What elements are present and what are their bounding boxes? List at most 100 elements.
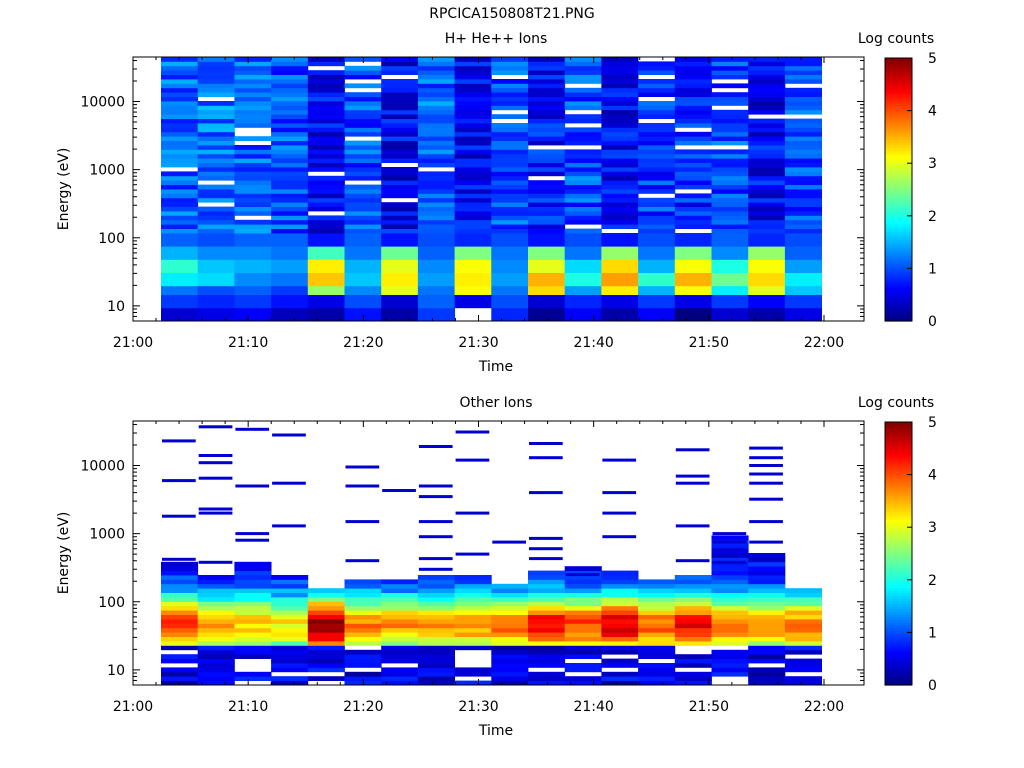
spectrogram-cell (711, 610, 749, 615)
spectrogram-cell (674, 123, 712, 128)
spectrogram-cell (601, 281, 639, 287)
spectrogram-cell (601, 96, 639, 102)
spectrogram-cell (454, 193, 492, 199)
spectrogram-cell (344, 171, 382, 177)
spectrogram-cell (197, 263, 235, 269)
spectrogram-cell (271, 92, 309, 97)
spectrogram-cell (271, 676, 309, 681)
spectrogram-cell (417, 237, 455, 243)
spectrogram-cell (528, 149, 566, 155)
spectrogram-cell (307, 136, 345, 141)
spectrogram-cell (711, 307, 749, 313)
spectrogram-cell (711, 588, 749, 593)
colorbar-swatch (885, 663, 912, 668)
spectrogram-cell (748, 57, 786, 62)
spectrogram-cell (638, 250, 676, 256)
spectrogram-cell (564, 570, 602, 576)
spectrogram-cell (638, 219, 676, 225)
spectrogram-cell (528, 601, 566, 607)
spectrogram-cell (638, 197, 676, 203)
spectrogram-cell (381, 180, 419, 185)
spectrogram-cell (234, 575, 272, 580)
spectrogram-cell (271, 83, 309, 89)
spectrogram-cell (711, 250, 749, 256)
colorbar-swatch (885, 653, 912, 657)
spectrogram-cell (491, 592, 529, 598)
spectrogram-cell (197, 680, 235, 686)
spectrogram-cell (344, 70, 382, 75)
spectrogram-cell (454, 96, 492, 102)
spectrogram-cell (638, 676, 676, 681)
spectrogram-cell (638, 101, 676, 106)
colorbar-swatch (885, 297, 912, 301)
spectrogram-cell (417, 202, 455, 207)
spectrogram-cell (528, 623, 566, 629)
spectrogram-cell (381, 614, 419, 620)
spectrogram-cell (491, 228, 529, 234)
spectrogram-cell (748, 553, 786, 558)
spectrogram-cell (784, 285, 822, 291)
spectrogram-cell (161, 193, 199, 199)
spectrogram-cell (417, 105, 455, 111)
spectrogram-cell (417, 65, 455, 71)
spectrogram-cell (711, 74, 749, 80)
spectrogram-cell (528, 74, 566, 80)
spectrogram-cell (784, 623, 822, 629)
colorbar-swatch (885, 131, 912, 135)
spectrogram-cell (528, 162, 566, 168)
spectrogram-cell (307, 79, 345, 84)
spectrogram-cell (454, 211, 492, 216)
spectrogram-cell (234, 224, 272, 229)
spectrogram-cell (197, 671, 235, 677)
spectrogram-cell (748, 299, 786, 304)
spectrogram-cell (528, 180, 566, 185)
spectrogram-cell (601, 87, 639, 93)
spectrogram-cell (784, 61, 822, 67)
spectrogram-cell (344, 202, 382, 207)
spectrogram-cell (601, 219, 639, 225)
spectrogram-cell (491, 676, 529, 681)
spectrogram-cell (198, 511, 233, 515)
spectrogram-cell (674, 277, 712, 282)
colorbar-swatch (885, 658, 912, 662)
spectrogram-cell (674, 87, 712, 93)
spectrogram-cell (748, 680, 786, 686)
colorbar-swatch (885, 257, 912, 262)
spectrogram-cell (197, 312, 235, 317)
spectrogram-cell (344, 299, 382, 304)
spectrogram-cell (748, 145, 786, 150)
spectrogram-cell (638, 61, 676, 67)
colorbar-swatch (885, 485, 912, 489)
spectrogram-cell (638, 189, 676, 194)
spectrogram-cell (711, 605, 749, 611)
spectrogram-cell (307, 241, 345, 247)
spectrogram-cell (454, 619, 492, 624)
spectrogram-cell (529, 442, 563, 445)
spectrogram-cell (381, 140, 419, 146)
colorbar-swatch (885, 527, 912, 531)
spectrogram-cell (198, 476, 233, 480)
spectrogram-cell (161, 189, 199, 194)
spectrogram-cell (234, 153, 272, 159)
spectrogram-cell (161, 175, 199, 181)
colorbar-swatch (885, 107, 912, 112)
spectrogram-cell (381, 583, 419, 589)
spectrogram-cell (161, 123, 199, 128)
spectrogram-cell (454, 579, 492, 585)
spectrogram-cell (197, 277, 235, 282)
colorbar-swatch (885, 487, 912, 491)
spectrogram-cell (271, 307, 309, 313)
spectrogram-cell (784, 268, 822, 273)
spectrogram-cell (601, 233, 639, 238)
spectrogram-cell (197, 145, 235, 150)
spectrogram-cell (564, 605, 602, 611)
y-tick-label: 100 (98, 231, 125, 247)
spectrogram-cell (344, 114, 382, 119)
spectrogram-cell (528, 570, 566, 576)
spectrogram-cell (307, 118, 345, 124)
colorbar-swatch (885, 94, 912, 99)
spectrogram-cell (161, 246, 199, 251)
y-tick-label: 10 (107, 663, 125, 679)
colorbar-tick-label: 4 (928, 104, 937, 120)
spectrogram-cell (528, 255, 566, 260)
